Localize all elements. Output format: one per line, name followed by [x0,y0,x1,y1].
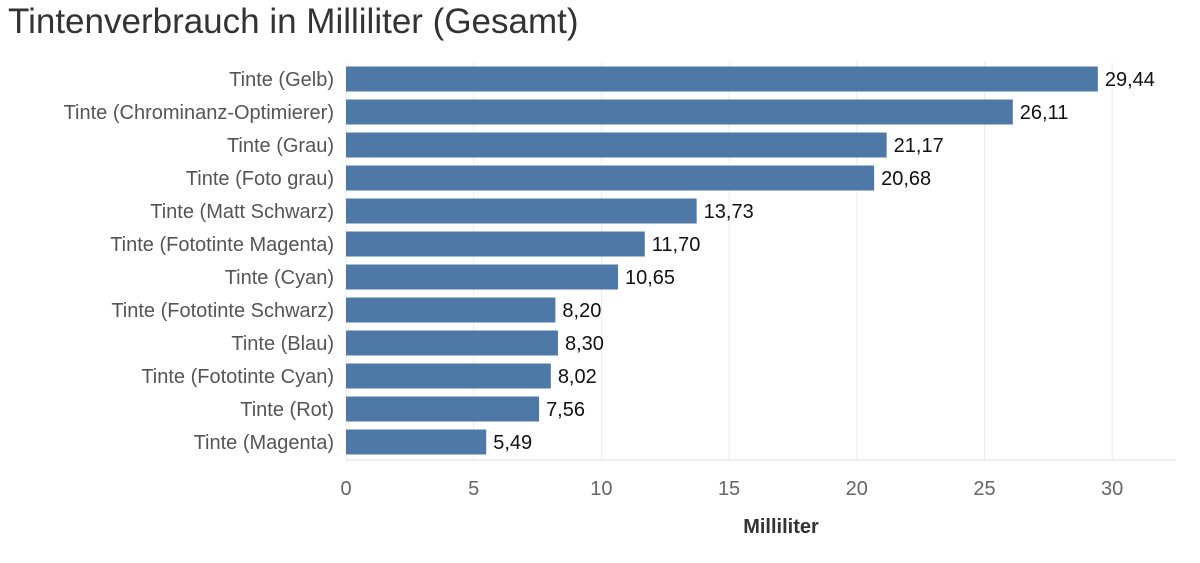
bar [346,297,556,323]
category-label: Tinte (Magenta) [194,432,334,454]
value-label: 11,70 [652,234,701,256]
x-tick-label: 5 [468,478,479,500]
x-tick-label: 25 [973,478,995,500]
value-label: 26,11 [1020,102,1069,124]
category-label: Tinte (Fototinte Magenta) [110,234,334,256]
value-label: 8,20 [562,300,601,322]
value-label: 10,65 [625,267,675,289]
x-tick-label: 30 [1101,478,1123,500]
category-label: Tinte (Foto grau) [186,168,334,190]
category-label: Tinte (Gelb) [229,69,334,91]
category-label: Tinte (Fototinte Cyan) [141,366,334,388]
bar [346,99,1013,125]
x-tick-label: 15 [718,478,740,500]
bars: Tinte (Gelb) 29,44 Tinte (Chrominanz-Optim… [64,66,1155,455]
chart-title: Tintenverbrauch in Milliliter (Gesamt) [8,2,579,41]
bar [346,363,551,389]
category-label: Tinte (Fototinte Schwarz) [111,300,334,322]
category-label: Tinte (Rot) [240,399,334,421]
bar [346,165,875,191]
category-label: Tinte (Blau) [231,333,334,355]
value-label: 8,02 [558,366,597,388]
category-label: Tinte (Grau) [227,135,334,157]
bar [346,264,618,290]
value-label: 20,68 [881,168,931,190]
x-tick-label: 20 [846,478,868,500]
value-label: 5,49 [493,432,532,454]
grid-lines [345,62,1113,460]
value-label: 13,73 [704,201,754,223]
bar [346,396,540,422]
category-label: Tinte (Matt Schwarz) [150,201,334,223]
x-axis: 0 5 10 15 20 25 30 [340,459,1176,500]
value-label: 29,44 [1105,69,1155,91]
x-tick-label: 0 [340,478,351,500]
value-label: 8,30 [565,333,604,355]
bar [346,231,645,257]
x-axis-title: Milliliter [743,516,819,538]
x-tick-label: 10 [590,478,612,500]
value-label: 21,17 [894,135,944,157]
bar [346,66,1098,92]
bar [346,429,487,455]
bar [346,132,887,158]
value-label: 7,56 [546,399,585,421]
category-label: Tinte (Cyan) [225,267,334,289]
bar [346,198,697,224]
bar [346,330,558,356]
category-label: Tinte (Chrominanz-Optimierer) [64,102,334,124]
